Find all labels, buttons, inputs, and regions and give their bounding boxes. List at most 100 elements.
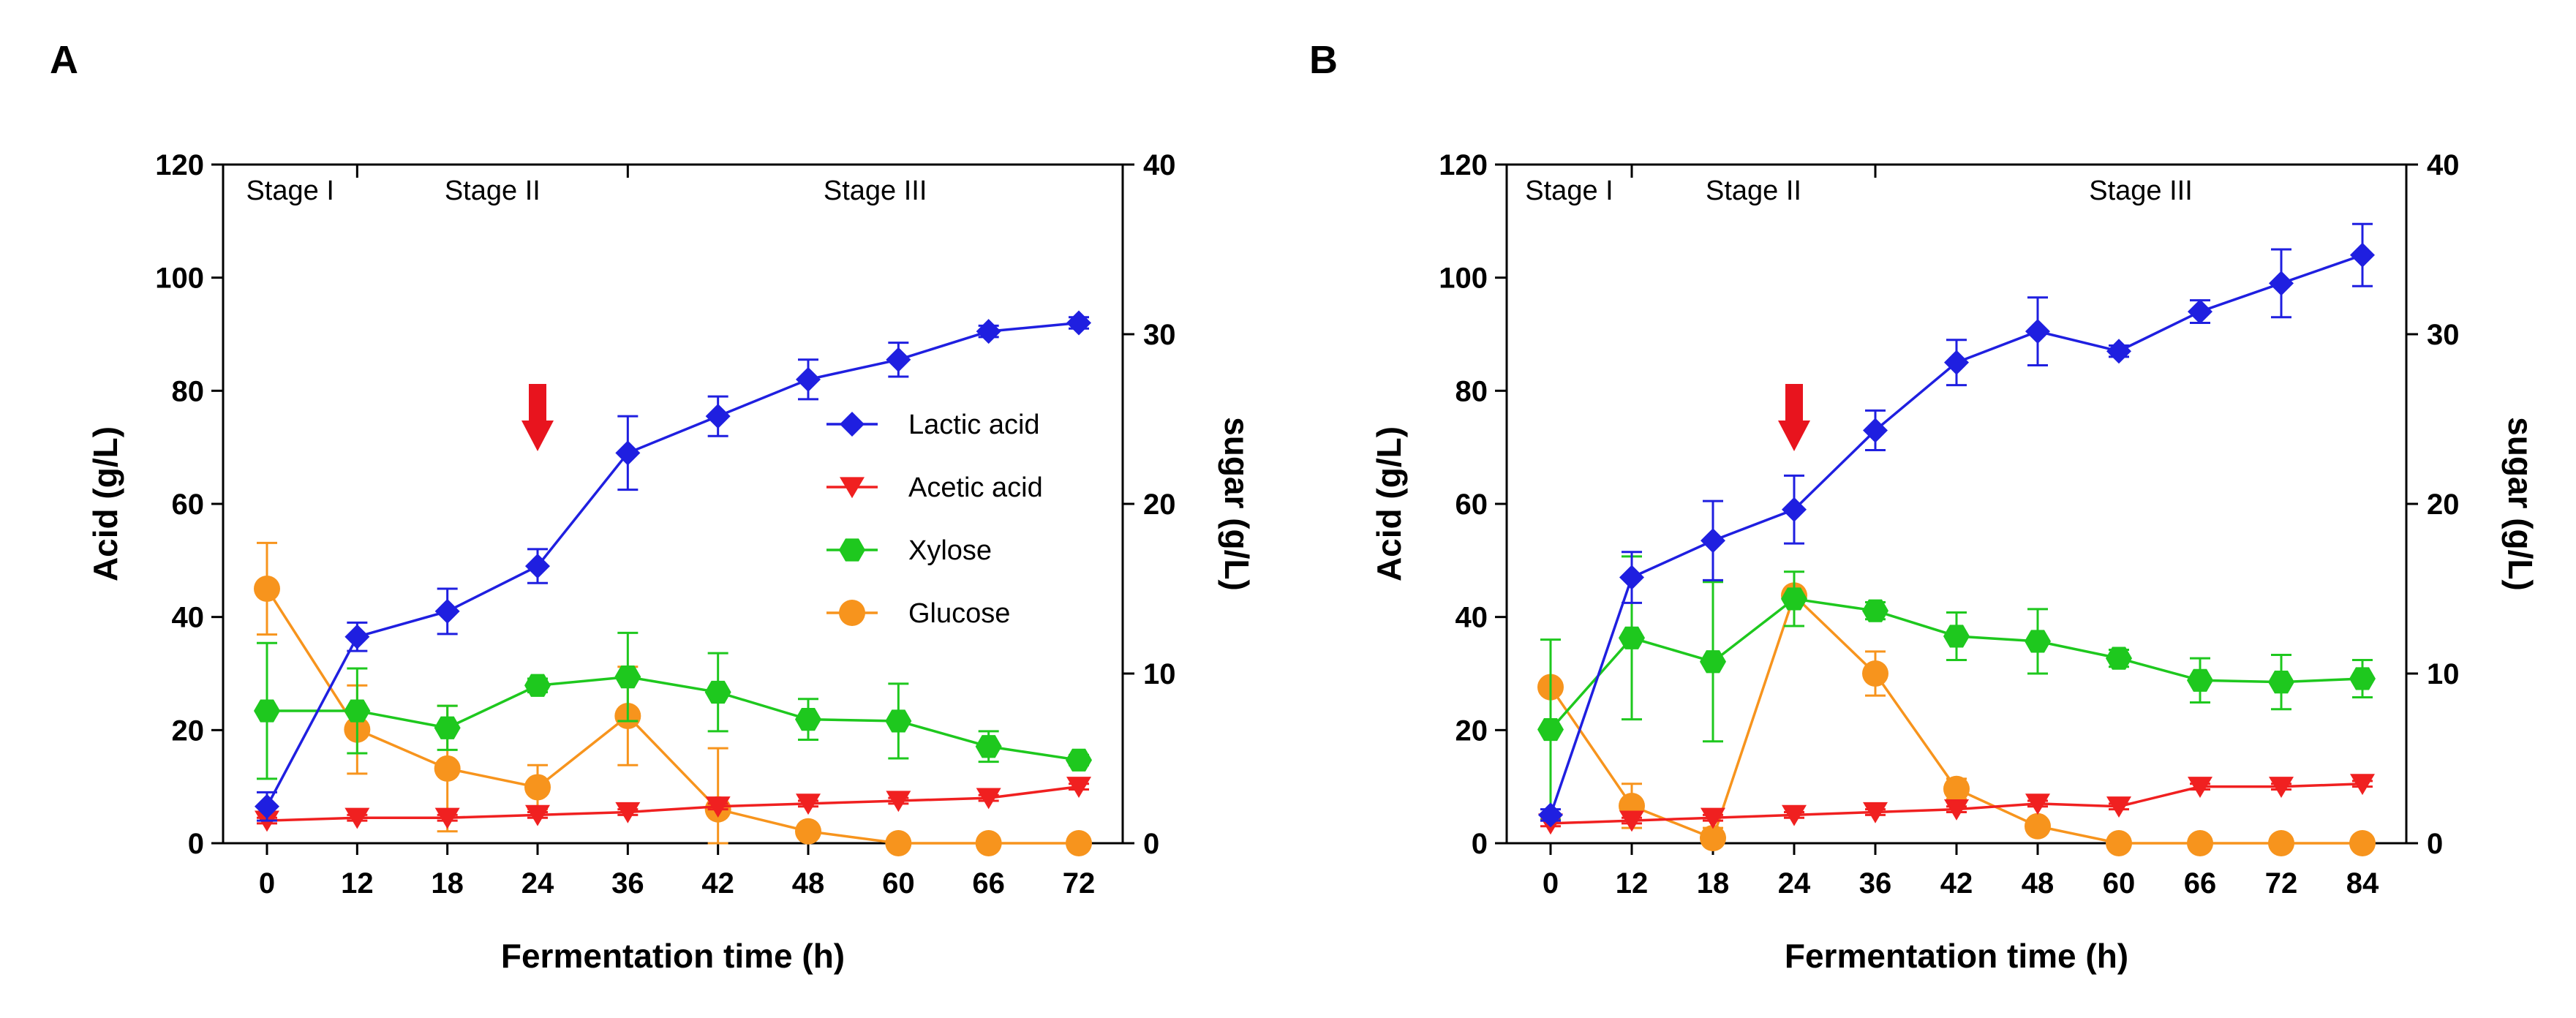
- feeding-arrow-icon: [1778, 384, 1810, 451]
- series-acetic-acid: [1538, 774, 2375, 835]
- feeding-arrow-icon: [521, 384, 554, 451]
- right-tick-label: 10: [2427, 658, 2460, 690]
- x-tick-label: 60: [2103, 867, 2136, 900]
- data-point: [2025, 319, 2050, 344]
- data-point: [1066, 310, 1091, 336]
- x-tick-label: 60: [882, 867, 915, 900]
- x-tick-label: 42: [701, 867, 734, 900]
- x-tick-label: 18: [431, 867, 464, 900]
- series-xylose: [254, 631, 1092, 780]
- right-tick-label: 20: [2427, 489, 2460, 521]
- data-point: [2025, 793, 2050, 815]
- legend-marker: [840, 477, 865, 499]
- x-tick-label: 12: [341, 867, 374, 900]
- x-tick-label: 12: [1616, 867, 1649, 900]
- data-point: [2268, 671, 2294, 694]
- data-point: [975, 735, 1002, 758]
- left-tick-label: 20: [172, 715, 205, 747]
- data-point: [615, 440, 641, 466]
- data-point: [1619, 565, 1644, 590]
- left-axis-title: Acid (g/L): [1370, 426, 1408, 581]
- left-tick-label: 100: [1439, 263, 1488, 295]
- left-axis-title: Acid (g/L): [86, 426, 124, 581]
- left-tick-label: 0: [188, 828, 204, 860]
- x-tick-label: 0: [259, 867, 275, 900]
- left-tick-label: 100: [155, 263, 204, 295]
- x-axis-title: Fermentation time (h): [1785, 937, 2128, 975]
- data-point: [1782, 497, 1807, 522]
- right-axis-title: sugar (g/L): [2501, 417, 2539, 591]
- legend-label: Lactic acid: [908, 410, 1040, 440]
- arrow-shaft: [1785, 384, 1803, 422]
- data-point: [885, 709, 912, 733]
- data-point: [976, 788, 1001, 810]
- data-point: [1701, 528, 1725, 554]
- legend-label: Acetic acid: [908, 472, 1043, 503]
- x-tick-label: 0: [1543, 867, 1559, 900]
- left-tick-label: 80: [172, 375, 205, 407]
- data-point: [1619, 626, 1645, 649]
- data-point: [255, 793, 279, 819]
- x-tick-label: 36: [611, 867, 644, 900]
- data-point: [1863, 418, 1888, 443]
- data-point: [1943, 775, 1970, 802]
- data-point: [524, 674, 551, 697]
- x-tick-label: 48: [2022, 867, 2055, 900]
- data-point: [1781, 587, 1807, 611]
- data-point: [1862, 599, 1888, 622]
- data-point: [1944, 799, 1969, 821]
- legend: Lactic acid Acetic acid Xylose Glucose: [826, 410, 1043, 629]
- x-tick-label: 84: [2346, 867, 2379, 900]
- x-tick-label: 72: [2265, 867, 2298, 900]
- data-point: [1944, 350, 1969, 375]
- data-point: [2349, 667, 2376, 690]
- x-tick-label: 42: [1940, 867, 1973, 900]
- right-tick-label: 40: [1143, 149, 1176, 181]
- left-tick-label: 60: [172, 489, 205, 521]
- data-point: [796, 793, 821, 815]
- left-tick-label: 120: [1439, 149, 1488, 181]
- data-point: [254, 699, 280, 723]
- left-tick-label: 60: [1455, 489, 1488, 521]
- series-xylose: [1537, 555, 2376, 821]
- data-point: [1066, 748, 1092, 772]
- right-tick-label: 30: [1143, 319, 1176, 351]
- x-axis-title: Fermentation time (h): [501, 937, 845, 975]
- data-point: [2187, 830, 2213, 856]
- series-acetic-acid: [255, 777, 1091, 832]
- data-point: [525, 804, 550, 826]
- data-point: [705, 404, 731, 429]
- left-tick-label: 20: [1455, 715, 1488, 747]
- stage-label: Stage I: [1525, 176, 1613, 206]
- left-tick-label: 0: [1472, 828, 1488, 860]
- data-point: [525, 554, 550, 579]
- legend-marker: [840, 412, 865, 437]
- data-point: [795, 818, 821, 845]
- data-point: [524, 774, 551, 801]
- data-point: [434, 598, 460, 624]
- stage-label: Stage II: [1706, 176, 1801, 206]
- right-tick-label: 40: [2427, 149, 2460, 181]
- data-point: [2349, 830, 2376, 856]
- legend-label: Xylose: [908, 535, 992, 566]
- data-point: [2268, 830, 2294, 856]
- data-point: [885, 830, 912, 856]
- left-tick-label: 40: [172, 602, 205, 634]
- series-lactic-acid: [255, 310, 1091, 822]
- series-line: [265, 321, 1080, 807]
- panel-A: A 0 20 40 60 80 100 120 0 10 20 30 40 0 12 18 24 36 42 48 60…: [50, 38, 1256, 975]
- legend-label: Glucose: [908, 598, 1010, 629]
- data-point: [886, 347, 911, 372]
- left-tick-label: 120: [155, 149, 204, 181]
- data-point: [796, 366, 821, 392]
- data-point: [344, 699, 371, 723]
- data-point: [976, 319, 1001, 344]
- data-point: [2350, 242, 2375, 268]
- data-point: [2106, 830, 2132, 856]
- data-point: [795, 708, 821, 731]
- data-point: [2269, 271, 2294, 296]
- stage-label: Stage III: [824, 176, 927, 206]
- series-line: [265, 588, 1079, 845]
- data-point: [2269, 777, 2294, 798]
